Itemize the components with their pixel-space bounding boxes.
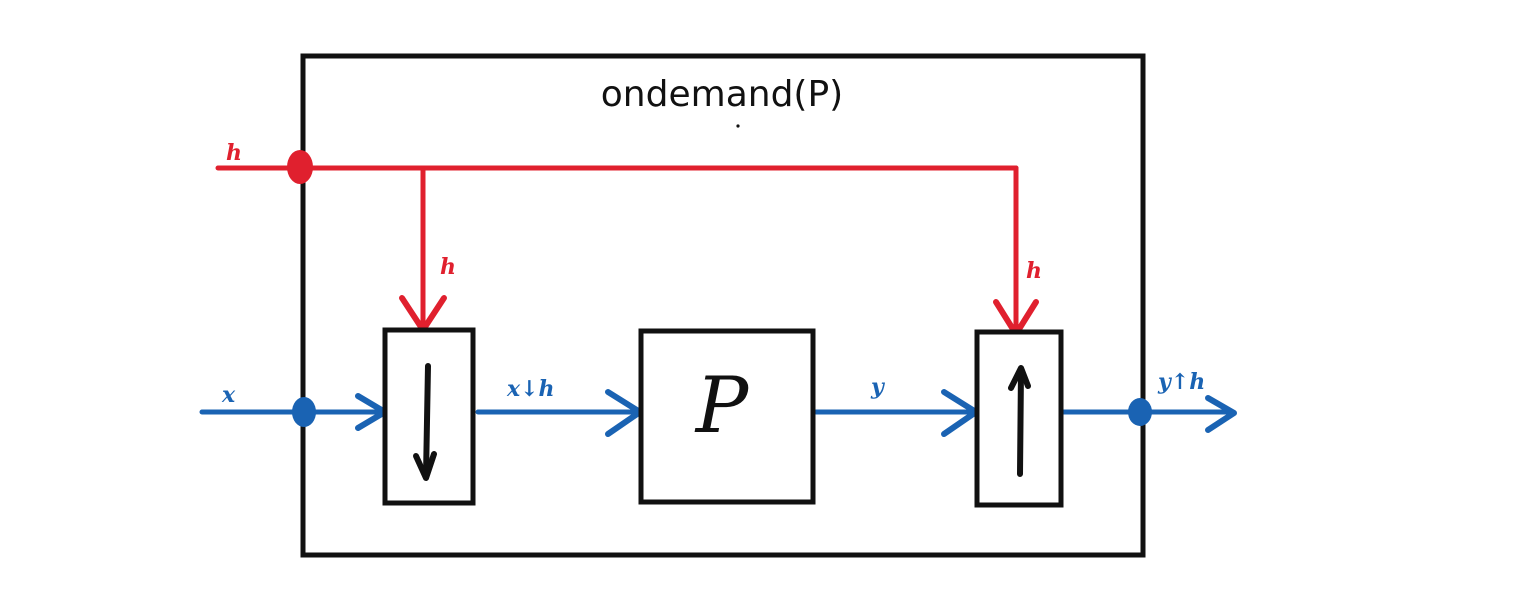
label-h-down: h xyxy=(440,254,456,280)
up-arrow-icon xyxy=(1008,365,1031,477)
label-y-up-h: y↑h xyxy=(1157,369,1205,395)
ondemand-outer-box xyxy=(300,53,1146,558)
label-x-down-h: x↓h xyxy=(506,376,555,402)
h-junction-dot xyxy=(287,150,313,184)
process-box xyxy=(638,328,816,505)
diagram-title: ondemand(P) xyxy=(601,74,843,115)
title-dot xyxy=(736,124,740,128)
label-y: y xyxy=(870,374,886,400)
x-junction-dot xyxy=(292,397,316,427)
h-signal-lines xyxy=(215,165,1019,333)
output-junction-dot xyxy=(1128,398,1152,426)
process-label: P xyxy=(694,361,750,451)
down-arrow-icon xyxy=(413,363,437,481)
output-arrow-icon xyxy=(1205,395,1237,433)
label-x-input: x xyxy=(221,382,236,408)
label-h-input: h xyxy=(226,140,242,166)
label-h-up: h xyxy=(1026,258,1042,284)
